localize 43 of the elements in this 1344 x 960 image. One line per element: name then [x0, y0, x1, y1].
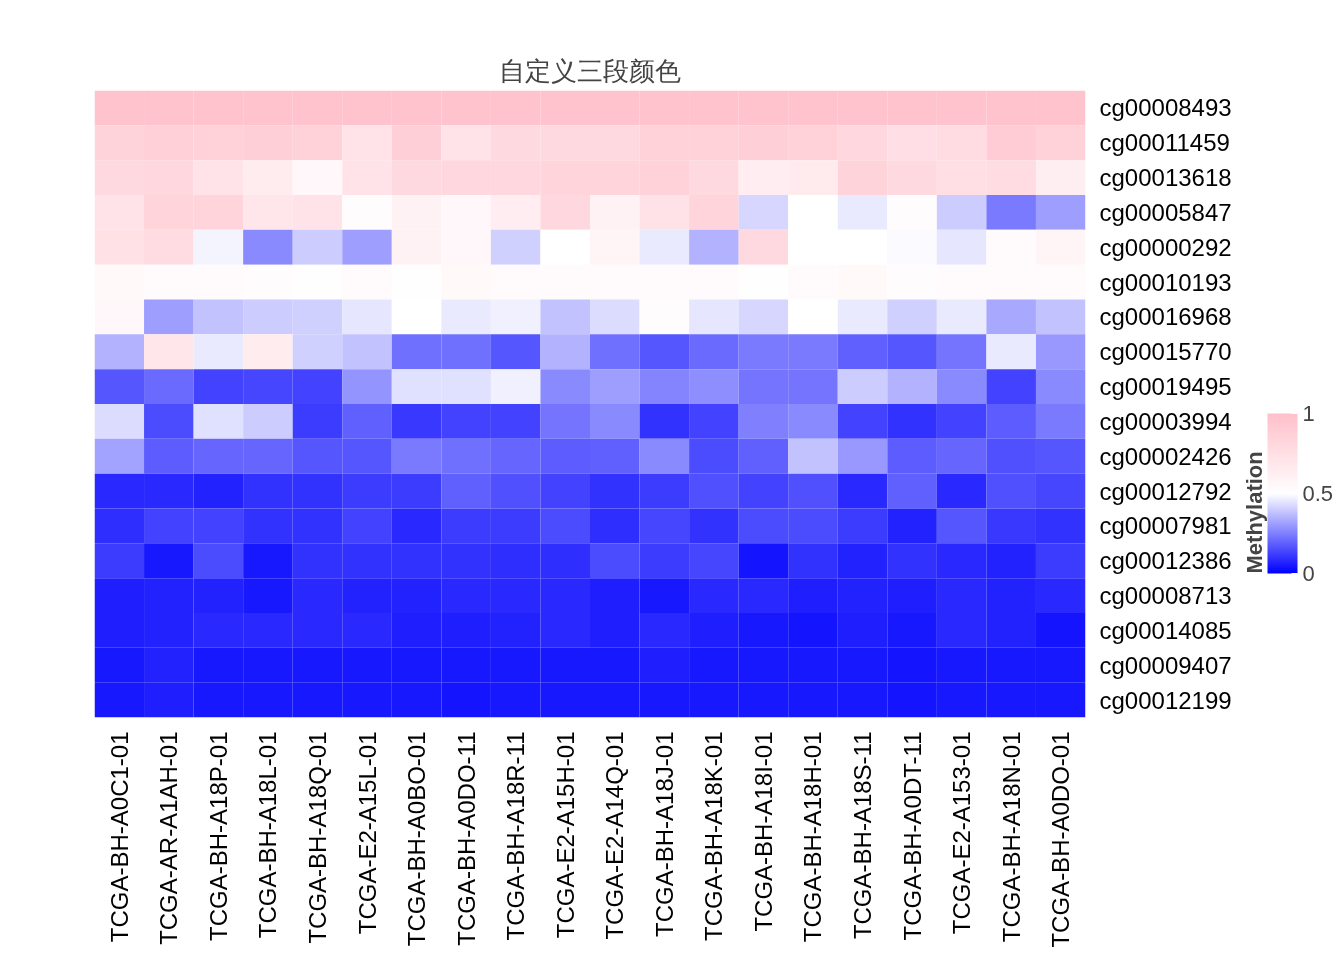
x-tick-label: TCGA-BH-A18P-01 — [204, 731, 232, 941]
x-tick-label: TCGA-BH-A0DO-11 — [452, 731, 480, 946]
x-tick-label: TCGA-BH-A18J-01 — [650, 731, 678, 937]
x-tick-label: TCGA-BH-A18N-01 — [997, 731, 1025, 943]
x-tick-label: TCGA-E2-A153-01 — [948, 731, 976, 935]
x-tick-label: TCGA-BH-A18R-11 — [502, 731, 530, 941]
y-tick-label: cg00003994 — [1099, 407, 1232, 435]
x-tick-label: TCGA-BH-A0DT-11 — [898, 731, 926, 941]
y-tick-label: cg00000292 — [1099, 233, 1232, 261]
color-bar-label: 0 — [1302, 561, 1315, 586]
color-bar-label: 1 — [1302, 401, 1315, 426]
x-tick-label: TCGA-AR-A1AH-01 — [155, 731, 183, 945]
x-tick-label: TCGA-E2-A14Q-01 — [601, 731, 629, 940]
color-bar-label: 0.5 — [1302, 481, 1334, 506]
y-tick-label: cg00012386 — [1099, 547, 1232, 575]
y-tick-label: cg00012199 — [1099, 686, 1232, 714]
x-tick-label: TCGA-BH-A18K-01 — [700, 731, 728, 941]
x-tick-label: TCGA-BH-A0C1-01 — [105, 731, 133, 943]
y-tick-label: cg00014085 — [1099, 616, 1232, 644]
x-tick-label: TCGA-BH-A0DO-01 — [1047, 731, 1075, 948]
y-tick-label: cg00012792 — [1099, 477, 1232, 505]
y-tick-label: cg00008493 — [1099, 94, 1232, 122]
y-tick-label: cg00009407 — [1099, 651, 1232, 679]
x-tick-label: TCGA-BH-A0BO-01 — [403, 731, 431, 947]
x-tick-label: TCGA-E2-A15L-01 — [353, 731, 381, 935]
y-tick-label: cg00010193 — [1099, 268, 1232, 296]
color-bar-title: Methylation — [1241, 451, 1267, 574]
y-tick-label: cg00019495 — [1099, 373, 1232, 401]
x-tick-label: TCGA-BH-A18H-01 — [799, 731, 827, 943]
y-tick-label: cg00015770 — [1099, 338, 1232, 366]
y-tick-label: cg00011459 — [1099, 129, 1230, 157]
x-tick-label: TCGA-BH-A18L-01 — [254, 731, 282, 939]
chart-title: 自定义三段颜色 — [499, 55, 681, 86]
y-tick-label: cg00008713 — [1099, 582, 1232, 610]
y-tick-label: cg00013618 — [1099, 164, 1232, 192]
y-tick-label: cg00002426 — [1099, 442, 1232, 470]
y-tick-label: cg00007981 — [1099, 512, 1232, 540]
x-tick-label: TCGA-BH-A18S-11 — [849, 731, 877, 940]
x-tick-label: TCGA-E2-A15H-01 — [551, 731, 579, 939]
x-tick-label: TCGA-BH-A18I-01 — [749, 731, 777, 932]
y-tick-label: cg00005847 — [1099, 198, 1232, 226]
x-tick-label: TCGA-BH-A18Q-01 — [303, 731, 331, 944]
y-tick-label: cg00016968 — [1099, 303, 1232, 331]
